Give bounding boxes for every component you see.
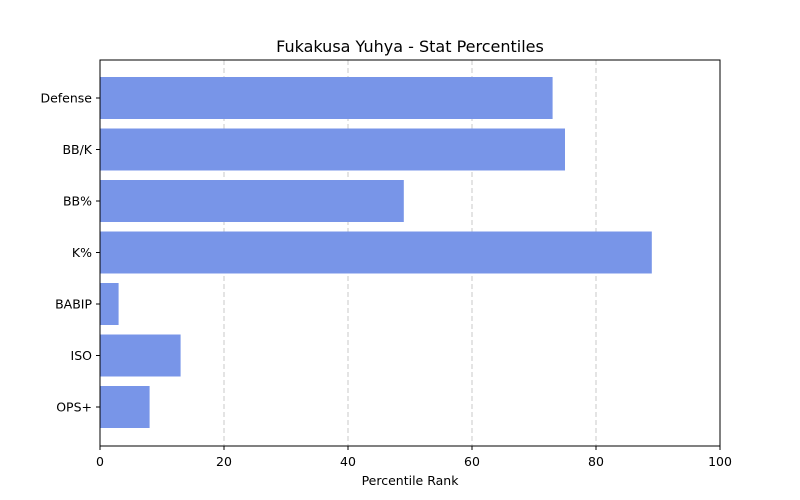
bar-bb <box>100 180 404 222</box>
x-tick-label: 20 <box>216 454 232 469</box>
y-tick-label: ISO <box>71 348 93 363</box>
bars <box>100 77 652 428</box>
x-tick-label: 100 <box>708 454 732 469</box>
bar-defense <box>100 77 553 119</box>
y-tick-label: BB% <box>63 194 92 209</box>
x-tick-label: 40 <box>340 454 356 469</box>
bar-k <box>100 231 652 274</box>
y-tick-label: K% <box>72 245 92 260</box>
y-tick-label: BB/K <box>62 142 92 157</box>
x-tick-label: 80 <box>588 454 604 469</box>
bar-iso <box>100 334 181 377</box>
x-axis-label: Percentile Rank <box>362 473 460 488</box>
x-axis-ticks: 0 20 40 60 80 100 <box>96 446 732 469</box>
bar-ops <box>100 386 150 428</box>
x-tick-label: 60 <box>464 454 480 469</box>
chart-title: Fukakusa Yuhya - Stat Percentiles <box>276 37 544 56</box>
y-axis-ticks: Defense BB/K BB% K% BABIP ISO OPS+ <box>40 91 100 415</box>
x-tick-label: 0 <box>96 454 104 469</box>
y-tick-label: Defense <box>40 91 92 106</box>
y-tick-label: BABIP <box>55 297 92 312</box>
bar-bb-k <box>100 128 565 171</box>
y-tick-label: OPS+ <box>56 400 92 415</box>
bar-babip <box>100 283 119 325</box>
